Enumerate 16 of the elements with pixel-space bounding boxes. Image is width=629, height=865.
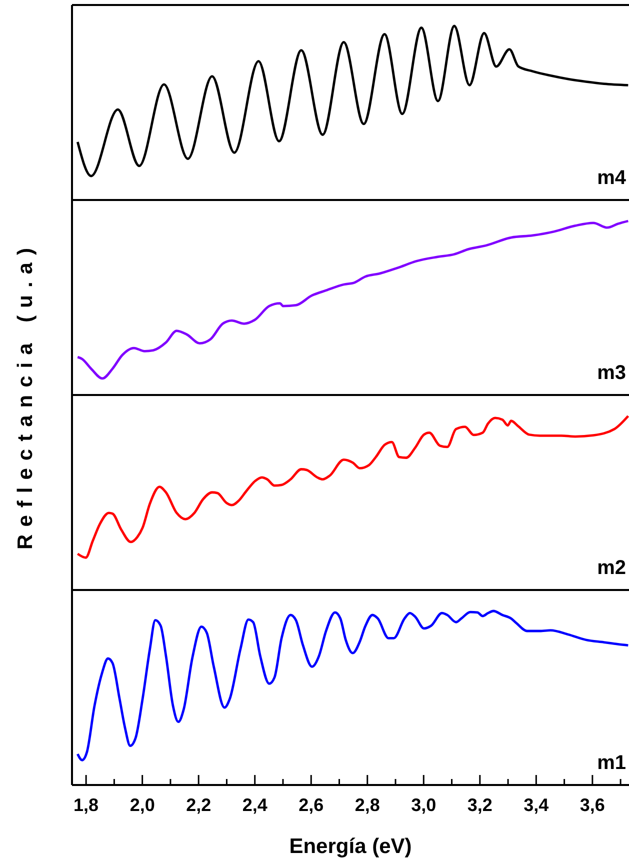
x-tick-label: 2,6 [298, 795, 324, 815]
text: m2 [597, 557, 626, 579]
x-tick-label: 2,2 [186, 795, 212, 815]
text: m3 [597, 362, 626, 384]
y-axis-title: Reflectancia (u.a) [14, 240, 37, 550]
x-tick-label: 2,8 [354, 795, 380, 815]
text: m4 [597, 167, 627, 189]
x-tick-label: 3,2 [467, 795, 492, 815]
x-tick-label: 2,4 [242, 795, 268, 815]
x-axis-title: Energía (eV) [289, 835, 412, 858]
x-tick-label: 2,0 [130, 795, 155, 815]
x-tick-label: 1,8 [74, 795, 99, 815]
text: m1 [597, 752, 626, 774]
x-tick-label: 3,4 [524, 795, 549, 815]
x-tick-label: 3,6 [580, 795, 605, 815]
x-tick-label: 3,0 [411, 795, 436, 815]
